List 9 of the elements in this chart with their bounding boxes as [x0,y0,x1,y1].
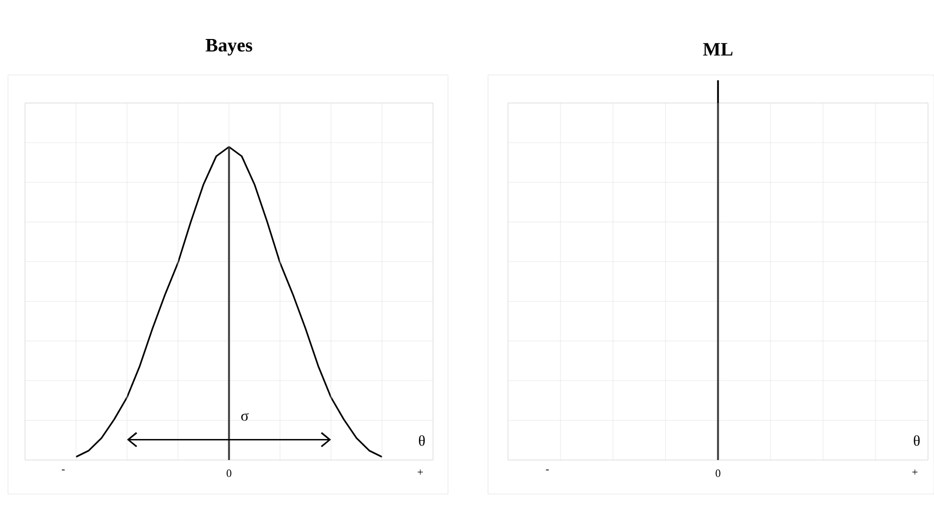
x-tick-label: + [912,470,918,475]
annotation: θ [914,435,920,446]
annotation: σ [241,412,249,421]
chart-title: ML [703,43,732,56]
x-tick-label: 0 [716,470,720,477]
x-tick-label: + [418,470,423,475]
x-tick-label: 0 [226,470,232,477]
annotation: θ [418,435,425,446]
chart-title: Bayes [206,39,252,56]
